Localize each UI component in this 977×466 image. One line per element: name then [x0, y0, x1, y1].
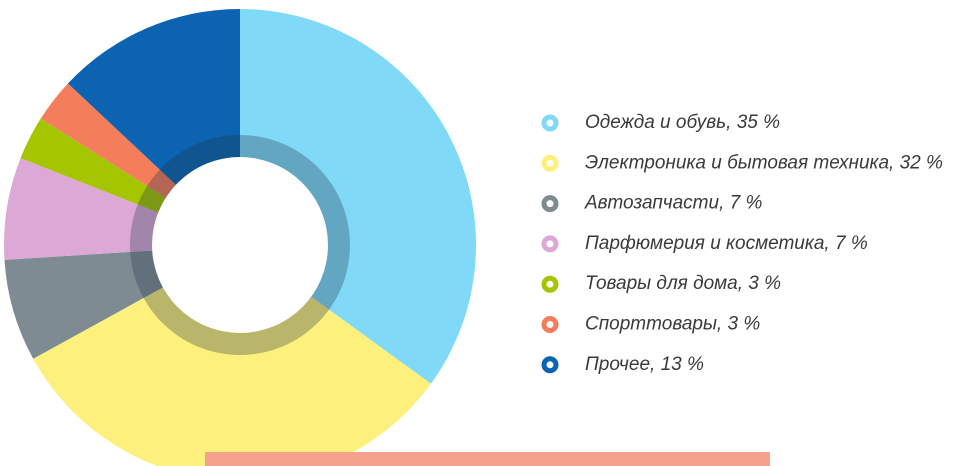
legend-marker: [541, 114, 559, 132]
legend-label: Товары для дома, 3 %: [585, 273, 781, 294]
legend-marker: [541, 316, 559, 333]
legend-marker: [541, 154, 559, 172]
legend-marker: [541, 356, 559, 374]
slice: [33, 245, 431, 466]
decor-bar: [205, 452, 770, 466]
legend-label: Одежда и обувь, 35 %: [585, 112, 780, 133]
hole: [152, 157, 328, 333]
legend-label: Спорттовары, 3 %: [585, 314, 760, 335]
legend-label: Прочее, 13 %: [585, 354, 704, 375]
legend-marker: [541, 275, 559, 293]
legend-label: Автозапчасти, 7 %: [584, 193, 762, 214]
legend-label: Парфюмерия и косметика, 7 %: [585, 233, 868, 254]
slice: [240, 9, 476, 384]
legend-label: Электроника и бытовая техника, 32 %: [585, 152, 943, 173]
legend-marker: [541, 195, 559, 213]
legend-marker: [541, 235, 559, 253]
